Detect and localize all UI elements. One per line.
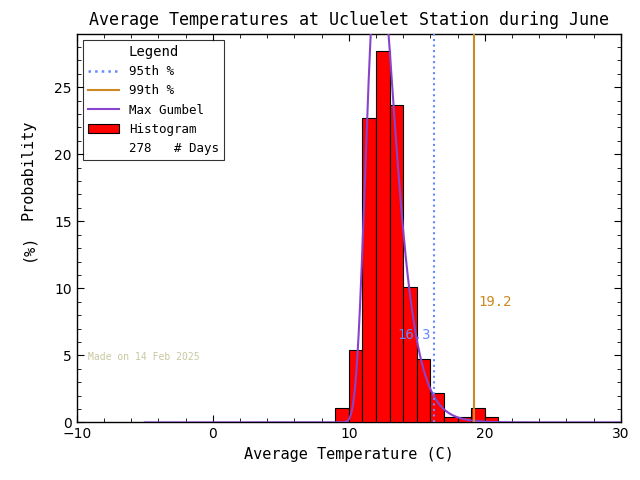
Bar — [458, 417, 471, 422]
Bar — [403, 287, 417, 422]
Title: Average Temperatures at Ucluelet Station during June: Average Temperatures at Ucluelet Station… — [89, 11, 609, 29]
Text: 19.2: 19.2 — [478, 295, 511, 309]
Bar — [444, 417, 458, 422]
Bar — [335, 408, 349, 422]
Bar — [471, 408, 485, 422]
Bar — [390, 105, 403, 422]
Text: (%): (%) — [20, 234, 35, 261]
Bar — [349, 350, 362, 422]
Text: Made on 14 Feb 2025: Made on 14 Feb 2025 — [88, 352, 199, 362]
Bar — [431, 393, 444, 422]
Text: 16.3: 16.3 — [397, 328, 431, 342]
Bar — [417, 360, 431, 422]
Bar — [362, 118, 376, 422]
Text: Probability: Probability — [20, 120, 35, 220]
Bar — [485, 417, 499, 422]
Legend: 95th %, 99th %, Max Gumbel, Histogram, 278   # Days: 95th %, 99th %, Max Gumbel, Histogram, 2… — [83, 40, 224, 160]
X-axis label: Average Temperature (C): Average Temperature (C) — [244, 447, 454, 462]
Bar — [376, 51, 390, 422]
